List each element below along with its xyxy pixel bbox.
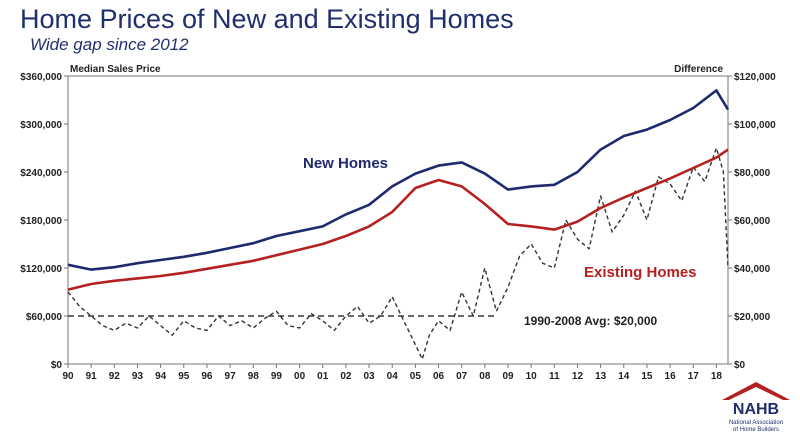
- x-tick-label: 16: [665, 371, 677, 382]
- left-tick-label: $240,000: [20, 168, 62, 179]
- x-tick-label: 09: [502, 371, 514, 382]
- right-axis-label: Difference: [674, 64, 723, 75]
- x-tick-label: 18: [711, 371, 723, 382]
- x-tick-label: 94: [155, 371, 167, 382]
- page-title: Home Prices of New and Existing Homes: [20, 4, 514, 34]
- logo-line-2: of Home Builders: [733, 427, 779, 433]
- left-tick-label: $120,000: [20, 264, 62, 275]
- x-tick-label: 96: [201, 371, 213, 382]
- x-tick-label: 01: [317, 371, 329, 382]
- x-tick-label: 08: [479, 371, 491, 382]
- right-tick-label: $20,000: [734, 312, 771, 323]
- nahb-logo: NAHB National Association of Home Builde…: [722, 382, 790, 433]
- x-tick-label: 93: [132, 371, 144, 382]
- x-tick-label: 12: [572, 371, 584, 382]
- x-tick-label: 02: [340, 371, 352, 382]
- x-tick-label: 13: [595, 371, 607, 382]
- x-tick-label: 99: [271, 371, 283, 382]
- left-tick-label: $60,000: [26, 312, 63, 323]
- x-tick-label: 15: [641, 371, 653, 382]
- x-tick-label: 07: [456, 371, 468, 382]
- x-tick-label: 10: [526, 371, 538, 382]
- x-tick-label: 14: [618, 371, 630, 382]
- difference-series-line: [67, 147, 729, 360]
- x-tick-label: 92: [109, 371, 121, 382]
- right-tick-label: $80,000: [734, 168, 771, 179]
- x-tick-label: 03: [363, 371, 375, 382]
- average-label: 1990-2008 Avg: $20,000: [524, 314, 658, 328]
- x-tick-label: 90: [62, 371, 74, 382]
- x-tick-label: 11: [549, 371, 560, 382]
- x-tick-label: 05: [410, 371, 422, 382]
- x-tick-label: 04: [387, 371, 399, 382]
- x-tick-label: 91: [86, 371, 98, 382]
- left-tick-label: $360,000: [20, 72, 62, 83]
- right-tick-label: $120,000: [734, 72, 776, 83]
- left-tick-label: $180,000: [20, 216, 62, 227]
- right-tick-label: $0: [734, 360, 746, 371]
- new-homes-label: New Homes: [303, 155, 388, 172]
- existing-homes-label: Existing Homes: [584, 264, 697, 281]
- right-tick-label: $100,000: [734, 120, 776, 131]
- left-axis-label: Median Sales Price: [70, 64, 161, 75]
- logo-abbr: NAHB: [733, 401, 779, 418]
- x-tick-label: 97: [225, 371, 237, 382]
- page-subtitle: Wide gap since 2012: [30, 35, 189, 54]
- right-tick-label: $40,000: [734, 264, 771, 275]
- right-tick-label: $60,000: [734, 216, 771, 227]
- x-tick-label: 06: [433, 371, 445, 382]
- left-tick-label: $300,000: [20, 120, 62, 131]
- logo-line-1: National Association: [729, 420, 783, 426]
- logo-roof-icon: [722, 382, 790, 400]
- x-tick-label: 95: [178, 371, 190, 382]
- x-tick-label: 00: [294, 371, 306, 382]
- new-homes-series-line: [67, 89, 730, 271]
- existing-homes-series-line: [67, 148, 729, 291]
- left-tick-label: $0: [51, 360, 63, 371]
- x-tick-label: 98: [248, 371, 260, 382]
- x-tick-label: 17: [688, 371, 700, 382]
